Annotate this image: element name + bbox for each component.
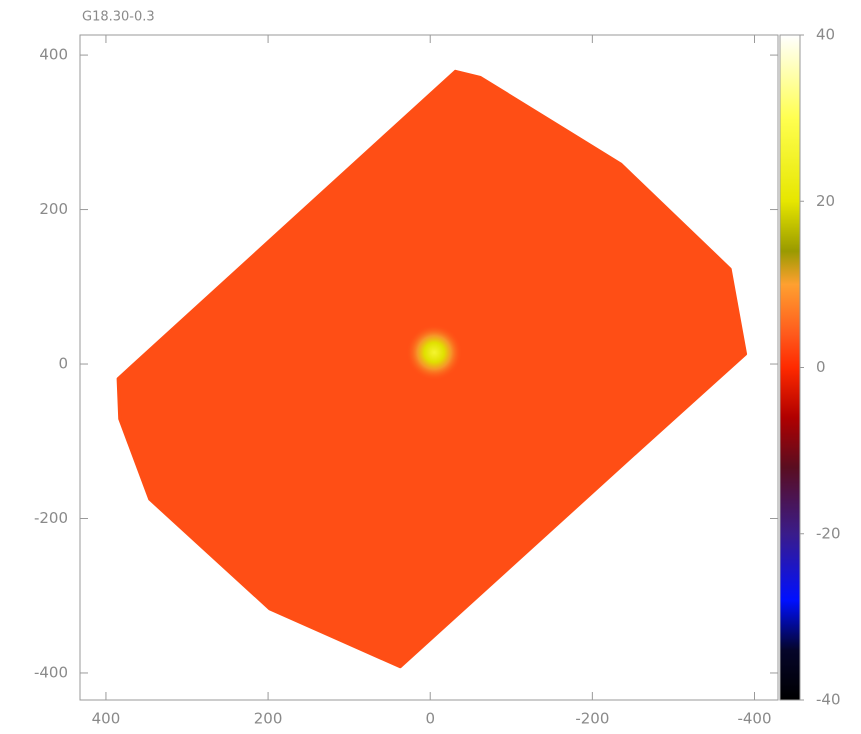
x-tick-label: 0 [425, 710, 435, 728]
source [406, 324, 462, 380]
page: {"chart_data": { "type": "map", "title":… [0, 0, 861, 734]
y-tick-label: 0 [58, 355, 68, 373]
y-tick-label: 400 [39, 46, 68, 64]
y-tick-label: -200 [34, 509, 68, 527]
colorbar-tick-label: 40 [816, 26, 835, 44]
y-tick-label: 200 [39, 200, 68, 218]
y-tick-label: -400 [34, 663, 68, 681]
x-tick-label: -400 [737, 710, 771, 728]
x-tick-label: 400 [92, 710, 121, 728]
colorbar-tick-label: 0 [816, 358, 826, 376]
colorbar [780, 35, 800, 700]
colorbar-tick-label: -20 [816, 524, 841, 542]
chart: G18.30-0.3 4002000-200-4004002000-200-40… [0, 0, 861, 734]
x-tick-label: -200 [575, 710, 609, 728]
chart-title: G18.30-0.3 [82, 10, 155, 25]
colorbar-tick-label: -40 [816, 691, 841, 709]
colorbar-tick-label: 20 [816, 192, 835, 210]
x-tick-label: 200 [254, 710, 283, 728]
